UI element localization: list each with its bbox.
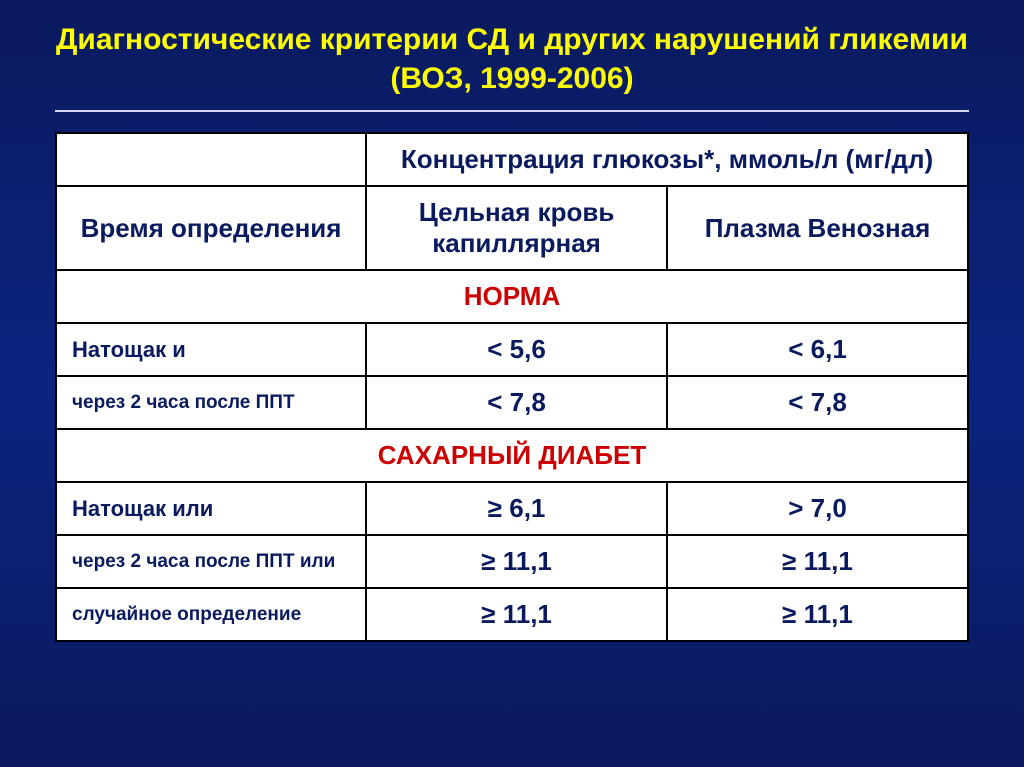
table-row: через 2 часа после ППТ < 7,8 < 7,8	[56, 376, 968, 429]
row-label: случайное определение	[56, 588, 366, 641]
table-row: через 2 часа после ППТ или ≥ 11,1 ≥ 11,1	[56, 535, 968, 588]
value-cell: < 7,8	[366, 376, 667, 429]
table-row: Концентрация глюкозы*, ммоль/л (мг/дл)	[56, 133, 968, 186]
criteria-table: Концентрация глюкозы*, ммоль/л (мг/дл) В…	[55, 132, 969, 642]
table-row: Натощак или ≥ 6,1 > 7,0	[56, 482, 968, 535]
table-row: Натощак и < 5,6 < 6,1	[56, 323, 968, 376]
value-cell: ≥ 6,1	[366, 482, 667, 535]
value-cell: < 6,1	[667, 323, 968, 376]
value-cell: ≥ 11,1	[667, 535, 968, 588]
row-label: через 2 часа после ППТ или	[56, 535, 366, 588]
diabetes-section-header: САХАРНЫЙ ДИАБЕТ	[56, 429, 968, 482]
table-row: Время определения Цельная кровь капилляр…	[56, 186, 968, 270]
norm-section-header: НОРМА	[56, 270, 968, 323]
value-cell: ≥ 11,1	[366, 588, 667, 641]
value-cell: > 7,0	[667, 482, 968, 535]
glucose-header: Концентрация глюкозы*, ммоль/л (мг/дл)	[366, 133, 968, 186]
row-label: через 2 часа после ППТ	[56, 376, 366, 429]
time-header: Время определения	[56, 186, 366, 270]
value-cell: < 5,6	[366, 323, 667, 376]
blood-header: Цельная кровь капиллярная	[366, 186, 667, 270]
table-row: случайное определение ≥ 11,1 ≥ 11,1	[56, 588, 968, 641]
table-row: НОРМА	[56, 270, 968, 323]
value-cell: ≥ 11,1	[667, 588, 968, 641]
title-underline	[55, 110, 969, 112]
plasma-header: Плазма Венозная	[667, 186, 968, 270]
row-label: Натощак и	[56, 323, 366, 376]
value-cell: < 7,8	[667, 376, 968, 429]
table-row: САХАРНЫЙ ДИАБЕТ	[56, 429, 968, 482]
slide-title: Диагностические критерии СД и других нар…	[55, 20, 969, 98]
row-label: Натощак или	[56, 482, 366, 535]
empty-cell	[56, 133, 366, 186]
value-cell: ≥ 11,1	[366, 535, 667, 588]
